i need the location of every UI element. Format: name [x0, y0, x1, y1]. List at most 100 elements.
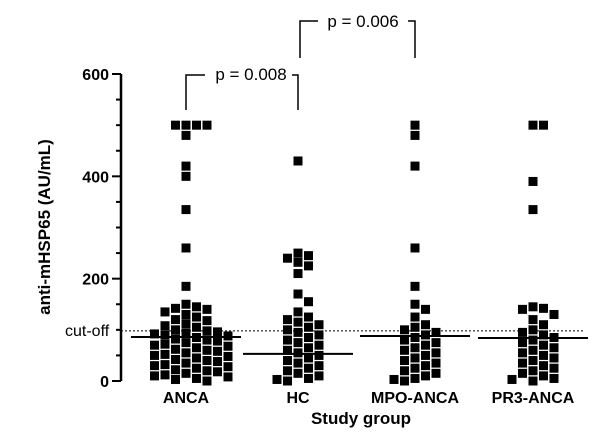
- data-point: [181, 319, 191, 329]
- data-point: [283, 356, 292, 366]
- data-point: [528, 335, 538, 345]
- data-point: [181, 309, 191, 319]
- data-point: [528, 302, 538, 312]
- category-label-hc: HC: [286, 390, 310, 407]
- data-point: [528, 325, 538, 335]
- data-point: [410, 243, 420, 253]
- data-point: [150, 361, 159, 371]
- data-point: [539, 340, 548, 350]
- data-point: [431, 358, 441, 368]
- data-point: [410, 333, 420, 343]
- data-point: [150, 329, 159, 339]
- data-point: [223, 362, 233, 372]
- data-point: [304, 373, 313, 383]
- data-point: [223, 331, 233, 341]
- data-point: [181, 358, 191, 368]
- data-point: [410, 161, 420, 171]
- data-point: [293, 248, 303, 258]
- data-point: [549, 353, 559, 363]
- data-point: [518, 338, 527, 348]
- data-point: [410, 343, 420, 353]
- data-point: [293, 307, 303, 317]
- data-point: [202, 335, 212, 345]
- data-point: [421, 340, 430, 350]
- data-point: [431, 368, 441, 378]
- data-point: [202, 120, 212, 130]
- data-point: [421, 330, 430, 340]
- data-point: [314, 371, 324, 381]
- data-point: [518, 304, 527, 314]
- y-tick-label: 400: [82, 169, 109, 186]
- data-point: [389, 374, 399, 384]
- data-point: [539, 320, 548, 330]
- data-point: [528, 366, 538, 376]
- data-point: [293, 368, 303, 378]
- data-point: [293, 269, 303, 279]
- category-label-mpo-anca: MPO-ANCA: [371, 390, 459, 407]
- data-point: [304, 312, 313, 322]
- data-point: [171, 334, 180, 344]
- data-point: [283, 376, 292, 386]
- data-point: [410, 312, 420, 322]
- data-point: [528, 205, 538, 215]
- data-point: [528, 345, 538, 355]
- data-point: [171, 365, 180, 375]
- data-point: [518, 327, 527, 337]
- data-point: [304, 251, 313, 261]
- data-point: [181, 205, 191, 215]
- data-point: [431, 348, 441, 358]
- data-point: [213, 336, 222, 346]
- data-point: [223, 351, 233, 361]
- data-point: [181, 338, 191, 348]
- category-label-anca: ANCA: [163, 390, 210, 407]
- data-points: [150, 120, 559, 386]
- data-point: [293, 348, 303, 358]
- data-point: [272, 374, 282, 384]
- y-axis-title: anti-mHSP65 (AU/mL): [35, 139, 54, 315]
- data-point: [293, 317, 303, 327]
- data-point: [410, 373, 420, 383]
- comparison-bracket-1: [185, 74, 299, 110]
- data-point: [421, 371, 430, 381]
- data-point: [283, 345, 292, 355]
- data-point: [431, 327, 441, 337]
- data-point: [202, 356, 212, 366]
- data-point: [410, 130, 420, 140]
- data-point: [213, 346, 222, 356]
- cutoff-label: cut-off: [65, 323, 110, 340]
- data-point: [528, 315, 538, 325]
- data-point: [304, 297, 313, 307]
- data-point: [213, 327, 222, 337]
- data-point: [314, 330, 324, 340]
- data-point: [549, 373, 559, 383]
- data-point: [293, 156, 303, 166]
- data-point: [400, 325, 409, 335]
- data-point: [400, 335, 409, 345]
- data-point: [400, 366, 409, 376]
- data-point: [192, 120, 201, 130]
- data-point: [171, 120, 180, 130]
- data-point: [160, 330, 170, 340]
- data-point: [293, 338, 303, 348]
- data-point: [171, 344, 180, 354]
- data-point: [293, 257, 303, 267]
- data-point: [192, 322, 201, 332]
- data-point: [539, 371, 548, 381]
- data-point: [421, 320, 430, 330]
- data-point: [410, 299, 420, 309]
- data-point: [539, 350, 548, 360]
- data-point: [400, 345, 409, 355]
- data-point: [507, 374, 517, 384]
- data-point: [400, 376, 409, 386]
- data-point: [213, 357, 222, 367]
- y-tick-label: 200: [82, 272, 109, 289]
- data-point: [549, 363, 559, 373]
- data-point: [410, 353, 420, 363]
- data-point: [528, 120, 538, 130]
- data-point: [410, 322, 420, 332]
- data-point: [160, 370, 170, 380]
- data-point: [400, 356, 409, 366]
- x-axis-title: Study group: [311, 409, 411, 428]
- data-point: [283, 315, 292, 325]
- data-point: [304, 353, 313, 363]
